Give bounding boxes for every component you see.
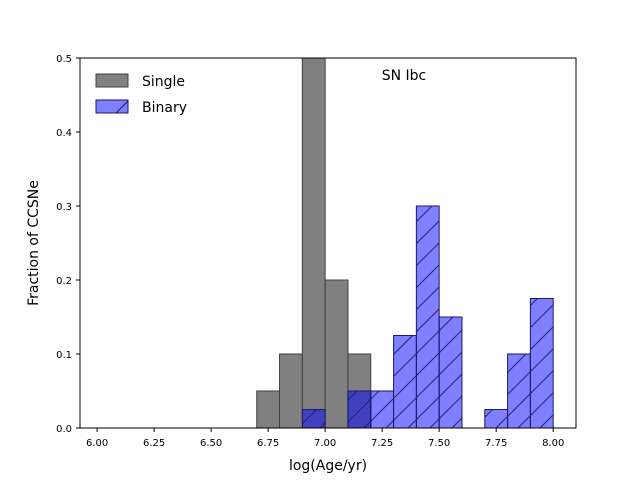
- x-tick-label-8: 8.00: [542, 438, 564, 449]
- bar-binary-hatch-6: [484, 409, 509, 428]
- bar-binary-hatch-7: [507, 353, 531, 428]
- bar-binary-hatch-4: [415, 205, 440, 428]
- bar-binary-hatch-5: [438, 316, 463, 428]
- bar-binary-hatch-0: [301, 409, 326, 428]
- bar-single-2: [301, 58, 326, 428]
- bar-single-1: [279, 353, 303, 428]
- bar-binary-hatch-1: [347, 390, 372, 428]
- annotation-sn-ibc: SN Ibc: [382, 68, 427, 84]
- y-tick-label-0: 0.0: [56, 424, 72, 435]
- series-binary-bars: [301, 205, 554, 428]
- x-axis-ticks: 6.00 6.25 6.50 6.75 7.00 7.25 7.50 7.75 8.00: [86, 428, 564, 449]
- legend-swatch-binary: [95, 99, 129, 114]
- y-tick-label-5: 0.5: [56, 54, 72, 65]
- x-tick-label-1: 6.25: [143, 438, 165, 449]
- y-tick-label-1: 0.1: [56, 350, 72, 361]
- x-axis-label: log(Age/yr): [289, 458, 367, 474]
- legend-label-single: Single: [142, 74, 185, 90]
- bar-single-0: [256, 390, 281, 428]
- x-tick-label-2: 6.50: [200, 438, 222, 449]
- series-single-bars: [256, 58, 372, 428]
- bar-binary-hatch-8: [529, 298, 554, 428]
- y-axis-ticks: 0.0 0.1 0.2 0.3 0.4 0.5: [56, 54, 80, 435]
- bar-binary-hatch-2: [370, 390, 395, 428]
- x-tick-label-5: 7.25: [371, 438, 393, 449]
- x-tick-label-3: 6.75: [257, 438, 279, 449]
- y-tick-label-2: 0.2: [56, 276, 72, 287]
- legend-swatch-binary-hatch: [115, 100, 129, 114]
- y-tick-label-4: 0.4: [56, 128, 72, 139]
- y-axis-label: Fraction of CCSNe: [26, 180, 42, 306]
- y-tick-label-3: 0.3: [56, 202, 72, 213]
- plot-frame: [79, 57, 577, 429]
- bar-binary-hatch-3: [393, 335, 417, 428]
- x-tick-label-0: 6.00: [86, 438, 108, 449]
- legend-label-binary: Binary: [142, 100, 187, 116]
- x-tick-label-6: 7.50: [428, 438, 450, 449]
- x-tick-label-7: 7.75: [485, 438, 507, 449]
- x-tick-label-4: 7.00: [314, 438, 336, 449]
- bar-single-3: [324, 279, 349, 428]
- legend-swatch-single: [95, 73, 129, 88]
- legend: Single Binary: [95, 73, 187, 116]
